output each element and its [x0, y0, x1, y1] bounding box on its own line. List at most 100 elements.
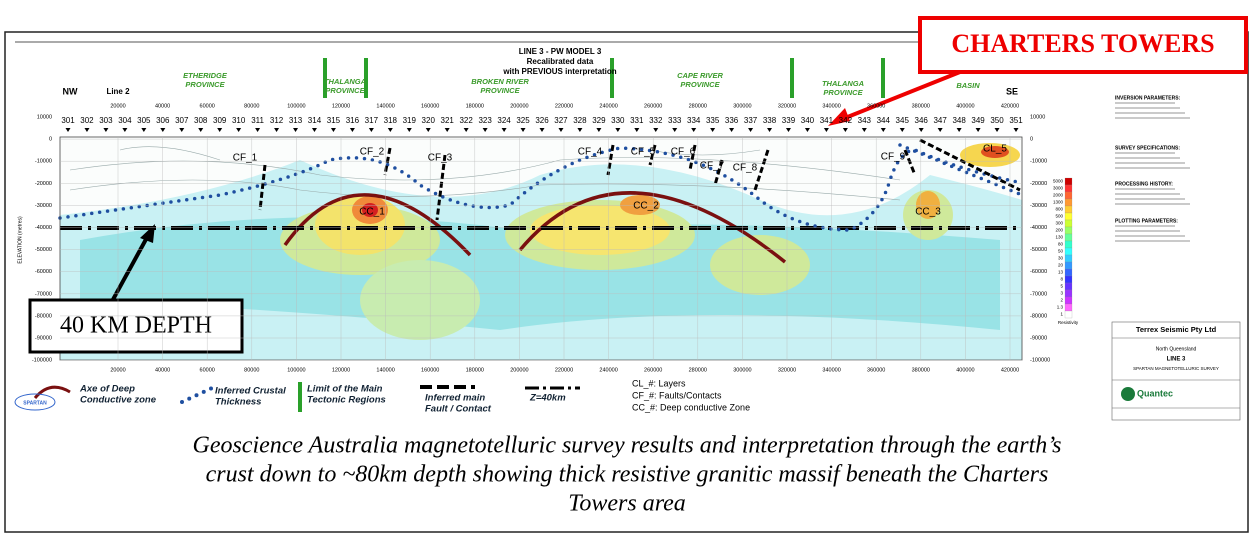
company: Terrex Seismic Pty Ltd [1136, 325, 1217, 334]
scale-label: 130 [1055, 235, 1063, 240]
x-tick-label: 20000 [110, 367, 125, 373]
station-marker [368, 128, 374, 132]
station-marker [236, 128, 242, 132]
logo: SPARTAN [23, 400, 47, 406]
station-marker [842, 128, 848, 132]
station-marker [198, 128, 204, 132]
scale-label: 3000 [1053, 186, 1064, 191]
conductor-label: CC_2 [633, 201, 659, 212]
scale-swatch [1064, 191, 1073, 200]
direction: NW [63, 86, 78, 96]
station-label: 305 [137, 116, 151, 125]
station-marker [823, 128, 829, 132]
station-label: 319 [403, 116, 417, 125]
tectonic-limits [323, 58, 885, 98]
x-tick-label: 40000 [155, 103, 170, 109]
panel-heading: PLOTTING PARAMETERS: [1115, 218, 1178, 224]
station-marker [615, 128, 621, 132]
station-label: 330 [611, 116, 625, 125]
station-label: 311 [251, 116, 264, 125]
station-marker [501, 128, 507, 132]
station-marker [691, 128, 697, 132]
x-tick-label: 420000 [1001, 103, 1019, 109]
caption: Towers area [568, 491, 686, 517]
legend-label: Fault / Contact [425, 404, 492, 415]
fault-label: CF_3 [428, 153, 453, 164]
station-label: 310 [232, 116, 246, 125]
y-tick-label: -90000 [35, 335, 52, 341]
station-marker [141, 128, 147, 132]
station-marker [482, 128, 488, 132]
y-tick-label: -70000 [35, 291, 52, 297]
x-tick-label: 360000 [867, 103, 885, 109]
station-label: 351 [1009, 116, 1023, 125]
x-tick-label: 400000 [956, 103, 974, 109]
station-label: 338 [763, 116, 777, 125]
legend-label: Inferred Crustal [215, 386, 286, 397]
station-label: 303 [99, 116, 113, 125]
y-tick-label: 0 [49, 137, 52, 143]
section-subtitle: with PREVIOUS interpretation [502, 67, 616, 76]
scale-swatch [1064, 233, 1073, 242]
scale-swatch [1064, 177, 1073, 186]
scale-swatch [1064, 254, 1073, 263]
line-name: LINE 3 [1167, 357, 1186, 363]
station-marker [539, 128, 545, 132]
scale-swatch [1064, 303, 1073, 312]
province-label: CAPE RIVER [677, 71, 723, 80]
color-scale [1064, 177, 1073, 319]
section-subtitle: Recalibrated data [527, 57, 594, 66]
station-marker [406, 128, 412, 132]
station-label: 343 [858, 116, 872, 125]
y-tick-label: 0 [1030, 137, 1033, 143]
x-tick-label: 100000 [287, 367, 305, 373]
y-tick-label: -80000 [1030, 313, 1047, 319]
station-marker [975, 128, 981, 132]
station-label: 314 [308, 116, 322, 125]
station-marker [425, 128, 431, 132]
station-label: 320 [422, 116, 436, 125]
x-tick-label: 180000 [466, 103, 484, 109]
x-tick-label: 100000 [287, 103, 305, 109]
scale-swatch [1064, 219, 1073, 228]
province-label: PROVINCE [480, 86, 520, 95]
panel-heading: INVERSION PARAMETERS: [1115, 95, 1181, 101]
scale-label: 80 [1058, 242, 1064, 247]
legend-label: Axe of Deep [79, 384, 135, 395]
y-tick-label: -50000 [1030, 247, 1047, 253]
station-label: 340 [801, 116, 815, 125]
station-marker [767, 128, 773, 132]
station-marker [274, 128, 280, 132]
fault-label: CF_8 [733, 163, 758, 174]
station-label: 327 [554, 116, 568, 125]
station-marker [311, 128, 317, 132]
station-label: 313 [289, 116, 303, 125]
depth-arrowhead [140, 224, 155, 243]
x-tick-label: 300000 [733, 103, 751, 109]
scale-swatch [1064, 205, 1073, 214]
direction: SE [1006, 86, 1018, 96]
x-tick-label: 220000 [555, 103, 573, 109]
station-label: 307 [175, 116, 189, 125]
station-label: 332 [649, 116, 663, 125]
scale-label: 2000 [1053, 193, 1064, 198]
province-label: PROVINCE [823, 88, 863, 97]
province-label: THALANGA [822, 79, 864, 88]
town-arrow [834, 70, 961, 124]
note: CF_#: Faults/Contacts [632, 390, 722, 400]
province-label: PROVINCE [185, 80, 225, 89]
legend-icons [14, 382, 580, 412]
y-tick-label: -30000 [1030, 203, 1047, 209]
station-label: 304 [118, 116, 132, 125]
fault-label: CF_4 [578, 147, 603, 158]
station-marker [918, 128, 924, 132]
station-label: 346 [915, 116, 929, 125]
station-marker [179, 128, 185, 132]
station-label: 348 [952, 116, 966, 125]
conductor-label: CC_1 [359, 207, 385, 218]
province-label: PROVINCE [680, 80, 720, 89]
y-tick-label: -100000 [1030, 358, 1050, 364]
legend-label: Conductive zone [80, 395, 157, 406]
legend-label: Inferred main [425, 393, 485, 404]
